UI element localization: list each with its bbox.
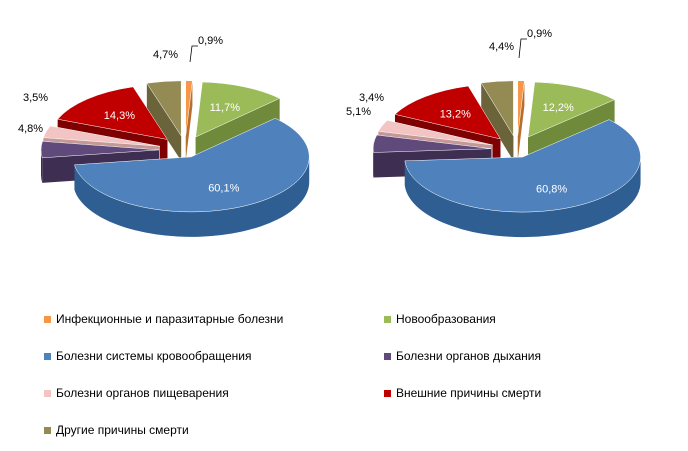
slice-infectious-face — [517, 80, 525, 161]
legend-item-digestive: Болезни органов пищеварения — [44, 386, 229, 400]
pie-labels: 0,9% 12,2% 60,8% 5,1% 3,4% 13,2% 4,4% — [346, 28, 574, 195]
legend-label: Новообразования — [396, 312, 496, 326]
data-label: 0,9% — [198, 35, 223, 47]
pie-tops — [40, 80, 310, 213]
data-label: 11,7% — [210, 102, 241, 114]
slice-respiratory-side — [41, 149, 43, 183]
legend-label: Болезни органов дыхания — [396, 349, 542, 363]
slice-infectious — [185, 80, 193, 136]
legend-swatch — [384, 315, 391, 323]
slice-external — [57, 86, 168, 140]
legend-swatch — [44, 426, 51, 434]
data-label: 4,7% — [153, 49, 178, 61]
data-label: 4,8% — [18, 123, 43, 135]
legend-swatch — [44, 389, 51, 397]
data-label: 0,9% — [527, 28, 552, 40]
legend-item-neoplasms: Новообразования — [384, 312, 496, 326]
slice-other — [480, 80, 514, 137]
legend-item-external: Внешние причины смерти — [384, 386, 541, 400]
legend-item-circulatory: Болезни системы кровообращения — [44, 349, 251, 363]
data-label: 14,3% — [104, 110, 135, 122]
legend-label: Инфекционные и паразитарные болезни — [56, 312, 284, 326]
legend-swatch — [44, 352, 51, 360]
leader-line — [189, 45, 198, 63]
pie-tops — [372, 80, 641, 213]
slice-circulatory — [404, 119, 641, 213]
pie-labels: 0,9% 11,7% 60,1% 4,8% 3,5% 14,3% 4,7% — [18, 35, 240, 194]
slice-other-face — [481, 82, 514, 161]
data-label: 13,2% — [440, 109, 471, 121]
legend-swatch — [44, 315, 51, 323]
legend-label: Внешние причины смерти — [396, 386, 542, 400]
legend-swatch — [384, 389, 391, 397]
slice-circulatory — [74, 117, 310, 213]
slice-circulatory-side — [74, 156, 310, 237]
legend-label: Болезни органов пищеварения — [56, 386, 229, 400]
slice-infectious-face — [185, 80, 193, 161]
legend-item-respiratory: Болезни органов дыхания — [384, 349, 541, 363]
data-label: 5,1% — [346, 106, 371, 118]
pie-chart-right: 0,9% 12,2% 60,8% 5,1% 3,4% 13,2% 4,4% — [346, 28, 641, 238]
legend-label: Другие причины смерти — [56, 423, 189, 437]
legend-item-infectious: Инфекционные и паразитарные болезни — [44, 312, 283, 326]
slice-neoplasms — [195, 81, 281, 138]
legend-item-other: Другие причины смерти — [44, 423, 189, 437]
data-label: 3,4% — [359, 92, 384, 104]
data-label: 60,8% — [536, 183, 567, 195]
slice-other — [146, 80, 182, 137]
legend-swatch — [384, 352, 391, 360]
slice-digestive — [43, 125, 160, 147]
data-label: 3,5% — [23, 92, 48, 104]
slice-neoplasms — [527, 81, 616, 138]
slice-respiratory — [40, 141, 160, 159]
slice-other-face — [146, 83, 182, 161]
slice-external — [394, 85, 501, 140]
leader-line — [518, 38, 527, 59]
data-label: 12,2% — [543, 102, 574, 114]
legend-label: Болезни системы кровообращения — [56, 349, 252, 363]
pie-chart-left: 0,9% 11,7% 60,1% 4,8% 3,5% 14,3% 4,7% — [18, 35, 310, 237]
slice-respiratory — [372, 134, 492, 153]
slice-digestive — [377, 120, 493, 146]
data-label: 4,4% — [489, 41, 514, 53]
slice-circulatory-side — [404, 157, 641, 238]
data-label: 60,1% — [208, 182, 239, 194]
slice-infectious — [517, 80, 525, 136]
